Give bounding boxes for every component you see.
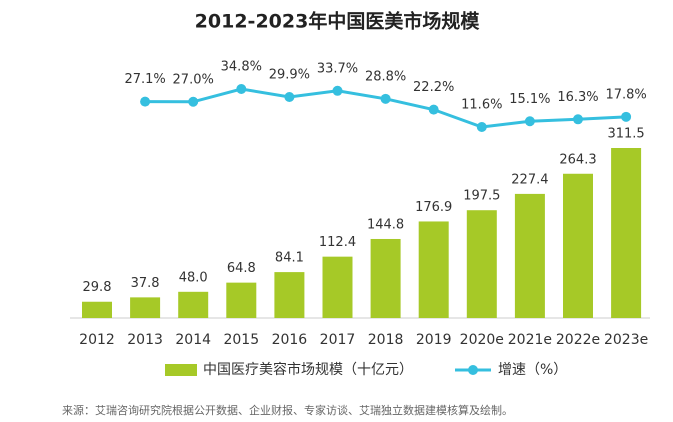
growth-point xyxy=(428,104,439,115)
bar xyxy=(611,148,642,318)
x-tick-label: 2021e xyxy=(508,332,552,348)
growth-point xyxy=(188,96,199,107)
bar xyxy=(563,173,593,318)
bar xyxy=(178,291,209,318)
bar xyxy=(418,221,449,318)
growth-point xyxy=(524,116,535,127)
growth-value-label: 11.6% xyxy=(461,98,502,113)
x-tick-label: 2022e xyxy=(556,332,600,348)
growth-point xyxy=(621,111,632,122)
bar-value-label: 37.8 xyxy=(131,276,160,291)
growth-point xyxy=(284,92,295,103)
growth-value-label: 15.1% xyxy=(509,92,550,107)
bar-value-label: 112.4 xyxy=(319,235,356,250)
growth-value-label: 22.2% xyxy=(413,80,454,95)
growth-value-label: 27.0% xyxy=(173,72,214,87)
growth-value-label: 34.8% xyxy=(221,60,262,75)
bar xyxy=(82,301,112,318)
bar xyxy=(322,256,353,318)
x-tick-label: 2017 xyxy=(320,332,356,348)
bar-value-label: 29.8 xyxy=(83,280,112,295)
bar xyxy=(130,297,161,318)
growth-point xyxy=(573,114,583,125)
x-tick-label: 2023e xyxy=(604,332,648,348)
bar-value-label: 311.5 xyxy=(607,127,644,142)
bar xyxy=(226,282,257,318)
bar-value-label: 144.8 xyxy=(367,217,404,232)
bar xyxy=(274,272,305,318)
bar-value-label: 48.0 xyxy=(179,270,208,285)
bar xyxy=(466,210,497,318)
growth-value-label: 29.9% xyxy=(269,68,310,83)
x-tick-label: 2014 xyxy=(175,332,211,348)
bar-value-label: 197.5 xyxy=(463,189,500,204)
growth-value-label: 33.7% xyxy=(317,61,358,76)
x-tick-label: 2018 xyxy=(368,332,404,348)
x-tick-label: 2019 xyxy=(416,332,452,348)
growth-value-label: 27.1% xyxy=(124,72,165,87)
bar-value-label: 264.3 xyxy=(559,152,596,167)
growth-point xyxy=(380,93,391,104)
growth-value-label: 17.8% xyxy=(605,87,646,102)
bar-value-label: 84.1 xyxy=(275,251,304,266)
x-tick-label: 2020e xyxy=(460,332,504,348)
x-tick-label: 2016 xyxy=(272,332,308,348)
growth-value-label: 28.8% xyxy=(365,69,406,84)
x-tick-label: 2012 xyxy=(79,332,115,348)
growth-point xyxy=(476,122,487,132)
bar-value-label: 227.4 xyxy=(511,172,548,187)
legend-marker xyxy=(468,365,478,375)
legend-label: 增速（%） xyxy=(498,362,567,378)
growth-point xyxy=(140,96,151,107)
x-tick-label: 2015 xyxy=(223,332,259,348)
legend-swatch xyxy=(165,364,197,376)
growth-point xyxy=(236,84,247,94)
legend-label: 中国医疗美容市场规模（十亿元） xyxy=(203,361,413,378)
bar xyxy=(370,238,401,318)
growth-point xyxy=(332,85,343,96)
bar xyxy=(514,193,545,318)
x-tick-label: 2013 xyxy=(127,332,163,348)
bar-value-label: 64.8 xyxy=(227,261,256,276)
bar-value-label: 176.9 xyxy=(415,200,452,215)
growth-value-label: 16.3% xyxy=(557,90,598,105)
source-note: 来源：艾瑞咨询研究院根据公开数据、企业财报、专家访谈、艾瑞独立数据建模核算及绘制… xyxy=(62,403,513,417)
chart-title: 2012-2023年中国医美市场规模 xyxy=(195,10,481,33)
